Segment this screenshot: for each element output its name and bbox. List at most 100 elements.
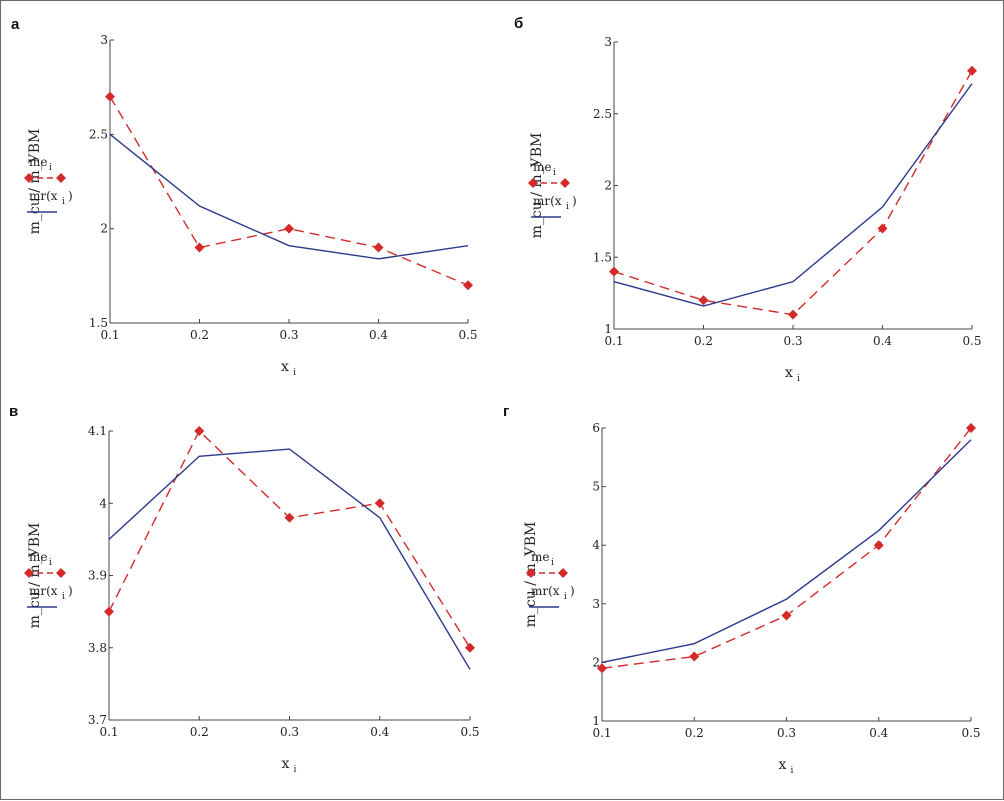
y-tick-label: 4 <box>592 538 600 552</box>
series-line-me <box>108 429 471 649</box>
x-tick-label: 0.4 <box>869 726 888 740</box>
data-point-me <box>873 540 884 551</box>
y-tick-label: 6 <box>592 421 600 435</box>
data-point-me <box>194 426 205 436</box>
data-point-me <box>463 280 473 291</box>
panel-letter: б <box>514 15 523 32</box>
legend: me imr(x i) <box>24 155 73 213</box>
x-tick-label: 0.5 <box>962 334 981 348</box>
y-tick-label: 4.1 <box>88 424 107 438</box>
y-tick-label: 1.5 <box>593 250 612 264</box>
y-tick-label: 2 <box>100 222 108 236</box>
x-axis-label-subscript: i <box>797 374 800 384</box>
y-tick-label: 4 <box>99 496 107 510</box>
data-point-me <box>597 663 607 674</box>
x-tick-label: 0.4 <box>369 328 388 342</box>
x-tick-label: 0.2 <box>694 334 713 348</box>
y-tick-label: 5 <box>592 480 600 494</box>
legend-entry-label: mr(x <box>29 189 58 203</box>
legend-diamond-marker <box>24 173 34 183</box>
legend-entry-label: mr(x <box>531 584 560 598</box>
legend: me imr(x i) <box>528 160 577 218</box>
y-tick-label: 3.9 <box>88 569 107 583</box>
y-tick-label: 3 <box>100 33 108 47</box>
legend-diamond-marker <box>24 568 34 578</box>
data-point-me <box>781 610 792 621</box>
data-point-me <box>374 498 385 509</box>
legend-entry-suffix: ) <box>570 584 575 598</box>
x-tick-label: 0.4 <box>873 334 892 348</box>
legend-diamond-marker <box>56 173 66 183</box>
legend-entry-suffix: ) <box>572 194 577 208</box>
legend-entry-label: mr(x <box>29 584 58 598</box>
legend-diamond-marker <box>528 178 538 188</box>
x-tick-label: 0.1 <box>604 334 623 348</box>
data-point-me <box>966 423 976 433</box>
x-axis-label-subscript: i <box>791 766 794 776</box>
y-tick-label: 1 <box>592 714 600 728</box>
y-tick-label: 3 <box>592 597 600 611</box>
x-tick-label: 0.1 <box>99 725 118 739</box>
x-tick-label: 0.2 <box>685 726 704 740</box>
x-tick-label: 0.3 <box>777 726 796 740</box>
y-tick-label: 2 <box>604 179 612 193</box>
data-point-me <box>284 223 294 234</box>
y-tick-label: 2.5 <box>89 127 108 141</box>
y-tick-label: 1 <box>604 322 612 336</box>
x-axis-label-subscript: i <box>293 368 296 378</box>
x-axis-label: x <box>785 365 793 381</box>
y-axis-label: m_cu / m_УВМ <box>27 129 43 235</box>
x-tick-label: 0.5 <box>961 726 980 740</box>
x-axis-label: x <box>779 757 787 773</box>
legend-entry-subscript: i <box>564 592 567 602</box>
legend-diamond-marker <box>558 568 568 578</box>
y-tick-label: 2.5 <box>593 107 612 121</box>
series-line-me <box>601 427 972 669</box>
data-point-me <box>373 242 384 253</box>
x-tick-label: 0.2 <box>190 328 209 342</box>
panel-letter: а <box>11 16 20 33</box>
x-tick-label: 0.5 <box>458 328 477 342</box>
legend-entry-label: me <box>29 550 47 564</box>
y-axis-label: m_cu / m_УВМ <box>27 523 43 629</box>
x-tick-label: 0.5 <box>460 725 479 739</box>
data-point-me <box>194 242 205 253</box>
legend-diamond-marker <box>560 178 570 188</box>
data-point-me <box>689 651 700 662</box>
chart-panel-3: в 0.1 0.2 0.3 0.4 0.5 3.7 3.8 3.9 4 4.1 m_cu / m_УВ… <box>9 403 480 775</box>
data-point-me <box>284 512 295 523</box>
data-point-me <box>967 65 977 76</box>
legend-entry-suffix: ) <box>68 189 73 203</box>
legend-entry-label: mr(x <box>533 194 562 208</box>
series-line-mr <box>108 448 471 670</box>
series-line-mr <box>109 133 469 260</box>
data-point-me <box>104 606 114 617</box>
x-axis-label: x <box>282 756 290 772</box>
legend-entry-subscript: i <box>49 163 52 173</box>
panel-letter: в <box>9 403 18 420</box>
x-tick-label: 0.4 <box>370 725 389 739</box>
data-point-me <box>609 266 619 277</box>
legend-entry-subscript: i <box>62 197 65 207</box>
legend: me imr(x i) <box>526 550 575 608</box>
y-tick-label: 2 <box>592 655 600 669</box>
legend-diamond-marker <box>526 568 536 578</box>
legend-entry-label: me <box>29 155 47 169</box>
data-point-me <box>788 309 798 320</box>
series-line-me <box>613 70 973 316</box>
series-line-me <box>109 96 469 286</box>
x-tick-label: 0.3 <box>279 328 298 342</box>
panel-letter: г <box>503 403 509 420</box>
x-axis-label: x <box>281 359 289 375</box>
legend-entry-label: me <box>531 550 549 564</box>
legend-entry-subscript: i <box>49 558 52 568</box>
x-tick-label: 0.2 <box>190 725 209 739</box>
legend-entry-subscript: i <box>62 592 65 602</box>
data-point-me <box>877 223 888 234</box>
legend-entry-subscript: i <box>553 168 556 178</box>
